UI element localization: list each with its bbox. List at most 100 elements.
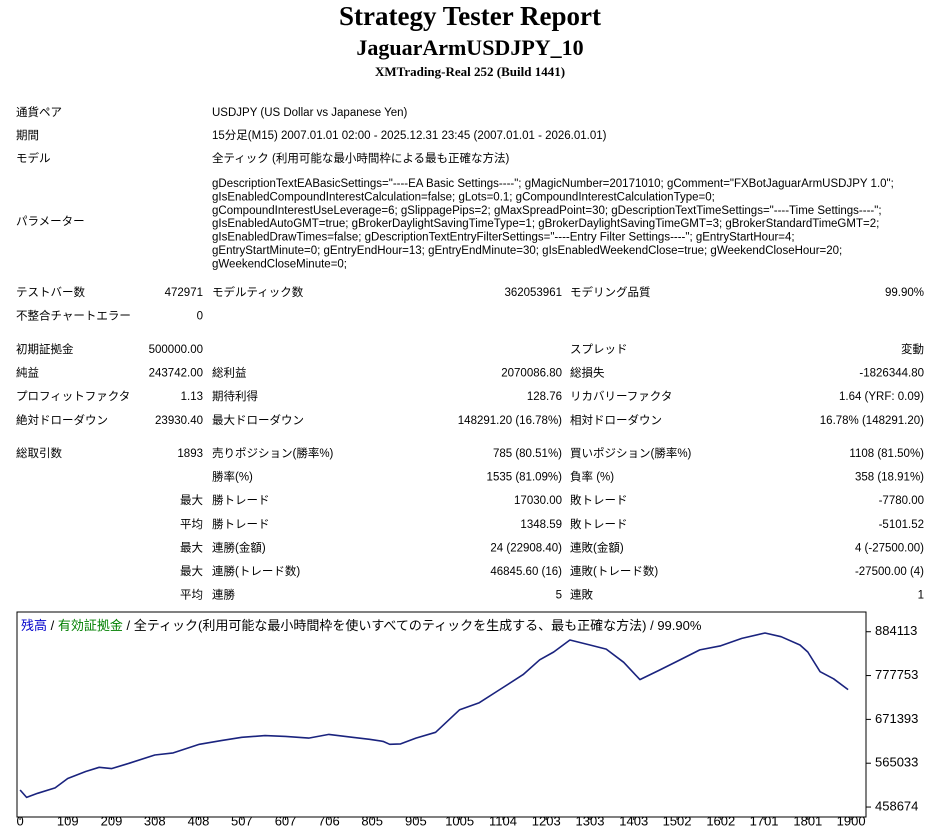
x-tick-label: 0 xyxy=(16,813,23,828)
chart-frame xyxy=(16,611,867,818)
legend-balance: 残高 xyxy=(21,618,47,633)
server: XMTrading-Real 252 (Build 1441) xyxy=(375,64,565,79)
stat-label: 勝トレード xyxy=(212,517,270,531)
stat-value: 最大 xyxy=(180,564,203,578)
stat-label: モデルティック数 xyxy=(212,285,304,299)
x-tick-label: 507 xyxy=(231,813,253,828)
x-tick-label: 1203 xyxy=(532,813,561,828)
parameter-line: gIsEnabledDrawTimes=false; gDescriptionT… xyxy=(212,232,795,244)
stat-label: 勝トレード xyxy=(212,493,270,507)
legend-separator: / xyxy=(650,618,654,633)
stat-label: 連敗(金額) xyxy=(570,540,624,554)
stat-label: 総取引数 xyxy=(16,446,62,460)
stat-label: 最大ドローダウン xyxy=(212,413,304,427)
y-tick-label: 884113 xyxy=(875,623,917,638)
stat-value: 785 (80.51%) xyxy=(493,448,562,460)
x-tick-label: 706 xyxy=(318,813,340,828)
stat-label: 勝率(%) xyxy=(212,470,253,484)
stat-label: 純益 xyxy=(16,366,39,380)
info-value: 15分足(M15) 2007.01.01 02:00 - 2025.12.31 … xyxy=(212,129,607,142)
x-tick-label: 805 xyxy=(361,813,383,828)
x-tick-label: 1602 xyxy=(706,813,735,828)
stat-label: 不整合チャートエラー xyxy=(16,309,131,323)
stat-value: 1535 (81.09%) xyxy=(487,472,563,484)
stat-value: 17030.00 xyxy=(514,495,562,507)
x-tick-label: 1900 xyxy=(837,813,866,828)
stat-value: 362053961 xyxy=(504,287,562,299)
info-value: 全ティック (利用可能な最小時間枠による最も正確な方法) xyxy=(212,151,509,165)
stat-label: リカバリーファクタ xyxy=(570,390,672,403)
stat-value: 24 (22908.40) xyxy=(490,542,562,554)
stat-value: 最大 xyxy=(180,493,203,507)
x-tick-label: 1303 xyxy=(576,813,605,828)
stat-label: モデリング品質 xyxy=(570,285,651,299)
parameter-line: gCompoundInterestUseLeverage=6; gSlippag… xyxy=(212,205,882,217)
x-tick-label: 1701 xyxy=(750,813,779,828)
stat-label: 初期証拠金 xyxy=(16,342,74,356)
stat-value: 1348.59 xyxy=(520,519,562,531)
stat-value: 358 (18.91%) xyxy=(855,472,924,484)
stat-value: 2070086.80 xyxy=(501,368,562,380)
stat-label: 敗トレード xyxy=(570,517,628,531)
stat-value: 0 xyxy=(197,311,203,323)
legend: 残高 / 有効証拠金 / 全ティック(利用可能な最小時間枠を使いすべてのティック… xyxy=(21,618,702,633)
stat-value: 243742.00 xyxy=(149,368,203,380)
x-tick-label: 1801 xyxy=(793,813,822,828)
stat-value: 23930.40 xyxy=(155,415,203,427)
stat-label: 負率 (%) xyxy=(570,470,614,484)
stat-label: テストバー数 xyxy=(16,285,85,299)
stat-label: 連勝(トレード数) xyxy=(212,564,300,578)
info-label: 期間 xyxy=(16,129,39,142)
stat-value: 128.76 xyxy=(527,391,562,403)
parameter-line: gIsEnabledCompoundInterestCalculation=fa… xyxy=(212,191,715,203)
stat-value: 472971 xyxy=(165,287,203,299)
parameter-line: gIsEnabledAutoGMT=true; gBrokerDaylightS… xyxy=(212,218,879,230)
stat-label: 売りポジション(勝率%) xyxy=(212,446,334,460)
y-tick-label: 458674 xyxy=(875,798,918,813)
legend-model: 全ティック(利用可能な最小時間枠を使いすべてのティックを生成する、最も正確な方法… xyxy=(134,618,647,633)
legend-separator: / xyxy=(127,618,131,633)
x-tick-label: 1104 xyxy=(489,813,517,828)
stat-label: 敗トレード xyxy=(570,493,628,507)
stat-value: 148291.20 (16.78%) xyxy=(458,415,562,427)
stat-label: 絶対ドローダウン xyxy=(16,413,108,427)
stat-label: 総損失 xyxy=(570,366,605,380)
stat-label: 総利益 xyxy=(212,366,247,380)
stat-value: 1108 (81.50%) xyxy=(849,448,924,460)
stat-value: 99.90% xyxy=(885,287,924,299)
stat-value: 1 xyxy=(918,590,924,602)
stat-label: 連敗(トレード数) xyxy=(570,564,658,578)
stat-label: 連勝 xyxy=(212,588,235,602)
info-label: モデル xyxy=(16,151,51,165)
parameter-line: gWeekendCloseMinute=0; xyxy=(212,258,347,270)
stat-value: 16.78% (148291.20) xyxy=(820,415,924,427)
y-tick-label: 565033 xyxy=(875,755,918,770)
x-tick-label: 408 xyxy=(188,813,210,828)
parameters-label: パラメーター xyxy=(16,215,85,228)
y-tick-label: 671393 xyxy=(875,711,918,726)
stat-value: 4 (-27500.00) xyxy=(855,542,924,554)
stat-value: -5101.52 xyxy=(879,519,924,531)
info-value: USDJPY (US Dollar vs Japanese Yen) xyxy=(212,107,408,119)
x-tick-label: 1403 xyxy=(619,813,648,828)
stat-value: 500000.00 xyxy=(149,344,203,356)
x-tick-label: 1502 xyxy=(663,813,692,828)
stat-value: -7780.00 xyxy=(879,495,924,507)
y-tick-label: 777753 xyxy=(875,667,918,682)
balance-line xyxy=(19,632,849,799)
stat-label: 連勝(金額) xyxy=(212,540,266,554)
stat-label: プロフィットファクタ xyxy=(16,390,130,403)
stat-value: -1826344.80 xyxy=(859,368,924,380)
x-tick-label: 1005 xyxy=(445,813,474,828)
stat-value: 平均 xyxy=(180,589,203,602)
x-tick-label: 209 xyxy=(101,813,123,828)
parameter-line: gEntryStartMinute=0; gEntryEndHour=13; g… xyxy=(212,245,842,257)
stat-value: -27500.00 (4) xyxy=(855,566,924,578)
stat-label: 連敗 xyxy=(570,588,593,602)
report-subtitle: JaguarArmUSDJPY_10 xyxy=(356,35,583,60)
stat-label: スプレッド xyxy=(570,343,628,356)
stat-label: 期待利得 xyxy=(212,389,258,403)
x-tick-label: 109 xyxy=(57,813,79,828)
stat-value: 平均 xyxy=(180,518,203,531)
